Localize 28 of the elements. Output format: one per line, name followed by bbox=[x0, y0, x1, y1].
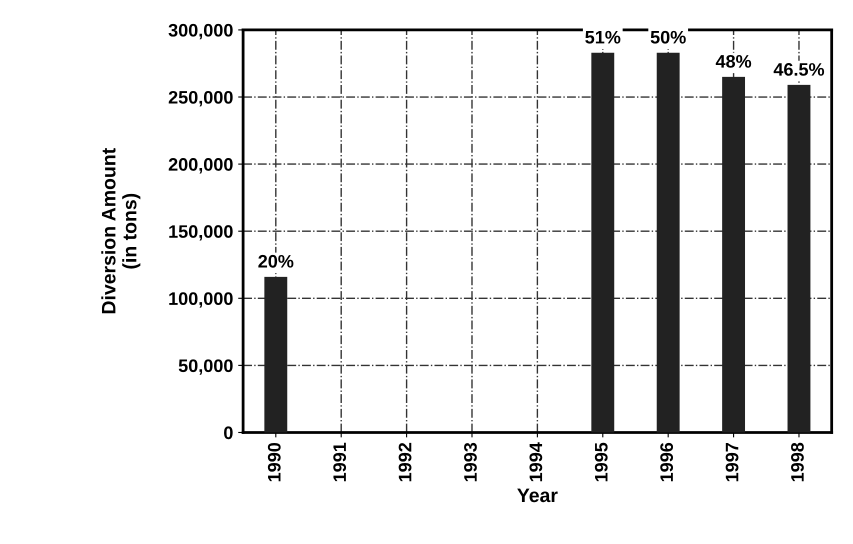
x-axis-title: Year bbox=[517, 488, 558, 502]
y-axis-title: Diversion Amount (in tons) bbox=[101, 148, 140, 314]
x-tick-label: 1994 bbox=[529, 442, 542, 482]
y-tick-label: 300,000 bbox=[168, 24, 233, 40]
x-tick-label: 1998 bbox=[791, 442, 804, 482]
bar bbox=[656, 52, 680, 432]
x-tick-label: 1990 bbox=[268, 442, 281, 482]
annotation: 46.5% bbox=[774, 63, 824, 76]
annotation: 20% bbox=[258, 254, 294, 268]
x-tick-label: 1993 bbox=[464, 442, 477, 482]
bar bbox=[788, 84, 810, 432]
x-tick-label: 1997 bbox=[726, 442, 738, 482]
y-tick-label: 0 bbox=[224, 426, 233, 440]
bar bbox=[264, 276, 288, 432]
annotation: 50% bbox=[650, 30, 686, 44]
annotation: 48% bbox=[716, 54, 752, 68]
y-tick-label: 200,000 bbox=[168, 158, 233, 174]
x-tick-label: 1991 bbox=[333, 442, 346, 482]
x-tick-label: 1995 bbox=[594, 442, 608, 482]
y-tick-label: 50,000 bbox=[178, 359, 233, 375]
y-tick-label: 100,000 bbox=[169, 292, 233, 308]
bar bbox=[591, 52, 614, 432]
x-tick-label: 1996 bbox=[660, 442, 674, 482]
x-tick-label: 1992 bbox=[398, 442, 412, 482]
y-tick-label: 150,000 bbox=[169, 225, 233, 241]
bar bbox=[722, 76, 746, 432]
annotation: 51% bbox=[585, 30, 620, 44]
y-tick-label: 250,000 bbox=[168, 90, 233, 106]
